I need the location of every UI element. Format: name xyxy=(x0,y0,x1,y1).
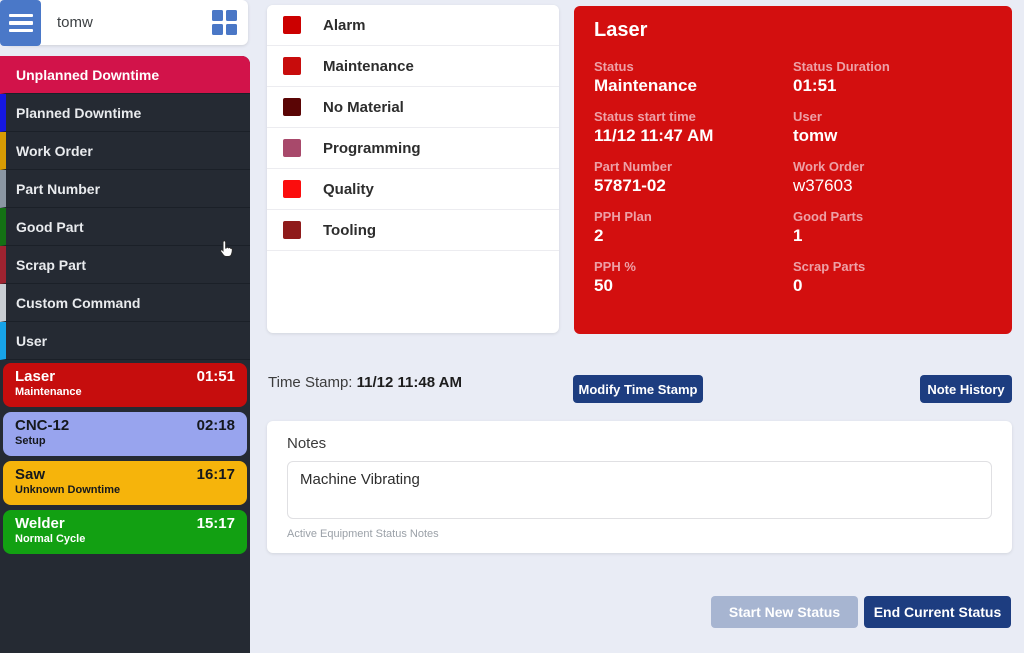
machine-card-laser[interactable]: Laser 01:51 Maintenance xyxy=(3,363,247,407)
machine-duration: 16:17 xyxy=(196,466,235,483)
status-color-swatch xyxy=(283,221,301,239)
menu-label: Scrap Part xyxy=(16,256,87,273)
status-option-alarm[interactable]: Alarm xyxy=(267,5,559,46)
modify-time-stamp-button[interactable]: Modify Time Stamp xyxy=(573,375,703,403)
status-option-no-material[interactable]: No Material xyxy=(267,87,559,128)
field-scrap-parts: Scrap Parts 0 xyxy=(793,259,866,295)
apps-grid-icon[interactable] xyxy=(212,10,237,35)
machine-duration: 01:51 xyxy=(196,368,235,385)
menu-label: Part Number xyxy=(16,180,101,197)
machine-status: Setup xyxy=(15,435,46,447)
machine-card-cnc-12[interactable]: CNC-12 02:18 Setup xyxy=(3,412,247,456)
machine-name: Saw xyxy=(15,466,46,483)
timestamp-value: 11/12 11:48 AM xyxy=(356,374,462,391)
status-color-swatch xyxy=(283,139,301,157)
field-work-order: Work Order w37603 xyxy=(793,159,865,195)
status-option-programming[interactable]: Programming xyxy=(267,128,559,169)
machine-name: Welder xyxy=(15,515,65,532)
current-user-field[interactable]: tomw xyxy=(57,14,93,31)
equipment-detail-card: Laser Status Maintenance Status Duration… xyxy=(574,6,1012,334)
status-color-swatch xyxy=(283,57,301,75)
note-history-button[interactable]: Note History xyxy=(920,375,1012,403)
menu-label: Planned Downtime xyxy=(16,104,142,121)
machine-name: Laser xyxy=(15,368,56,385)
sidebar-item-custom-command[interactable]: Custom Command xyxy=(0,284,250,322)
sidebar-item-scrap-part[interactable]: Scrap Part xyxy=(0,246,250,284)
sidebar: Unplanned Downtime Planned Downtime Work… xyxy=(0,56,250,653)
status-color-swatch xyxy=(283,98,301,116)
machine-status: Unknown Downtime xyxy=(15,484,121,496)
sidebar-item-work-order[interactable]: Work Order xyxy=(0,132,250,170)
status-option-maintenance[interactable]: Maintenance xyxy=(267,46,559,87)
user-header-card: tomw xyxy=(5,0,248,45)
sidebar-item-good-part[interactable]: Good Part xyxy=(0,208,250,246)
notes-title: Notes xyxy=(287,435,327,452)
field-pph-plan: PPH Plan 2 xyxy=(594,209,652,245)
machine-name: CNC-12 xyxy=(15,417,70,434)
machine-card-saw[interactable]: Saw 16:17 Unknown Downtime xyxy=(3,461,247,505)
menu-label: Unplanned Downtime xyxy=(16,66,160,83)
menu-label: Work Order xyxy=(16,142,93,159)
machine-status: Maintenance xyxy=(15,386,82,398)
sidebar-item-planned-downtime[interactable]: Planned Downtime xyxy=(0,94,250,132)
menu-label: User xyxy=(16,332,48,349)
field-user: User tomw xyxy=(793,109,838,145)
start-new-status-button[interactable]: Start New Status xyxy=(711,596,858,628)
machine-list: Laser 01:51 Maintenance CNC-12 02:18 Set… xyxy=(0,360,250,554)
field-pph-percent: PPH % 50 xyxy=(594,259,636,295)
sidebar-item-unplanned-downtime[interactable]: Unplanned Downtime xyxy=(0,56,250,94)
machine-card-welder[interactable]: Welder 15:17 Normal Cycle xyxy=(3,510,247,554)
status-option-tooling[interactable]: Tooling xyxy=(267,210,559,251)
notes-card: Notes Active Equipment Status Notes xyxy=(267,421,1012,553)
notes-input[interactable] xyxy=(287,461,992,519)
menu-label: Custom Command xyxy=(16,294,141,311)
field-part-number: Part Number 57871-02 xyxy=(594,159,673,195)
status-color-swatch xyxy=(283,16,301,34)
menu-label: Good Part xyxy=(16,218,84,235)
notes-helper-text: Active Equipment Status Notes xyxy=(287,528,439,540)
field-status-duration: Status Duration 01:51 xyxy=(793,59,890,95)
machine-status: Normal Cycle xyxy=(15,533,86,545)
end-current-status-button[interactable]: End Current Status xyxy=(864,596,1011,628)
sidebar-item-part-number[interactable]: Part Number xyxy=(0,170,250,208)
field-good-parts: Good Parts 1 xyxy=(793,209,864,245)
machine-duration: 15:17 xyxy=(196,515,235,532)
equipment-title: Laser xyxy=(594,19,648,41)
timestamp-display: Time Stamp: 11/12 11:48 AM xyxy=(268,374,462,391)
status-option-quality[interactable]: Quality xyxy=(267,169,559,210)
field-status-start-time: Status start time 11/12 11:47 AM xyxy=(594,109,714,145)
machine-duration: 02:18 xyxy=(196,417,235,434)
field-status: Status Maintenance xyxy=(594,59,697,95)
status-color-swatch xyxy=(283,180,301,198)
downtime-reason-list: Alarm Maintenance No Material Programmin… xyxy=(267,5,559,333)
sidebar-item-user[interactable]: User xyxy=(0,322,250,360)
menu-hamburger-icon[interactable] xyxy=(0,0,41,46)
